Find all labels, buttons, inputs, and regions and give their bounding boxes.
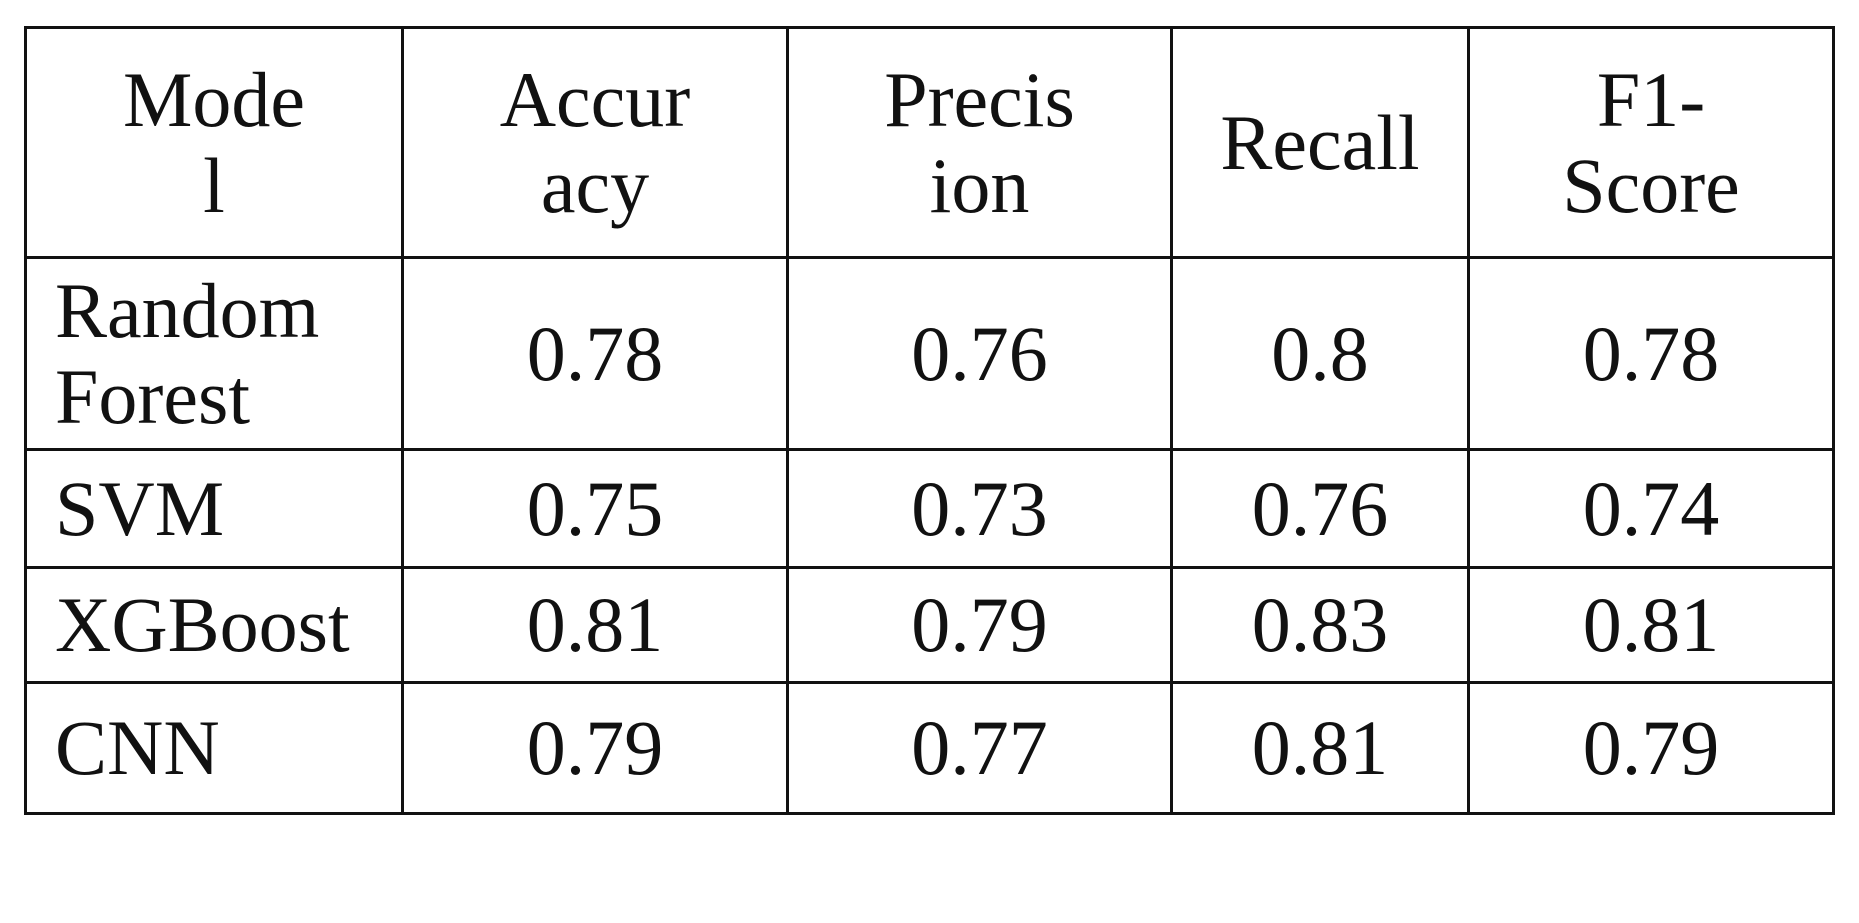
cell-text: Recall	[1220, 98, 1420, 186]
cell-text: 0.76	[911, 309, 1048, 397]
column-header: Accuracy	[401, 26, 789, 259]
column-header: Precision	[786, 26, 1173, 259]
cell-text: 0.79	[526, 704, 664, 792]
row-label: XGBoost	[24, 566, 404, 684]
cell-text: 0.83	[1251, 581, 1389, 669]
cell: 0.73	[786, 448, 1173, 569]
cell-text: 0.77	[911, 704, 1048, 792]
cell-text: 0.8	[1271, 309, 1369, 397]
metrics-table: Model Accuracy Precision Recall F1-Score Ran…	[24, 26, 1835, 815]
cell: 0.83	[1170, 566, 1470, 684]
header-row: Model Accuracy Precision Recall F1-Score	[24, 26, 1835, 259]
cell-text: 0.74	[1582, 464, 1720, 552]
cell: 0.78	[401, 256, 789, 451]
cell: 0.76	[786, 256, 1173, 451]
cell-text: 0.78	[1582, 309, 1720, 397]
cell: 0.79	[401, 681, 789, 815]
cell: 0.75	[401, 448, 789, 569]
cell-text: SVM	[55, 464, 225, 552]
cell: 0.8	[1170, 256, 1470, 451]
row-label: SVM	[24, 448, 404, 569]
column-header: F1-Score	[1467, 26, 1835, 259]
cell-text: Model	[123, 55, 305, 229]
cell-text: F1-Score	[1562, 55, 1740, 229]
cell-text: 0.78	[526, 309, 664, 397]
cell-text: CNN	[55, 704, 220, 792]
cell-text: 0.81	[1251, 704, 1389, 792]
column-header: Recall	[1170, 26, 1470, 259]
cell-text: 0.75	[526, 464, 664, 552]
table-row: XGBoost 0.81 0.79 0.83 0.81	[24, 566, 1835, 684]
cell-text: Random Forest	[55, 266, 320, 440]
row-label: Random Forest	[24, 256, 404, 451]
cell-text: Accuracy	[499, 55, 691, 229]
cell-text: 0.81	[526, 581, 664, 669]
table-row: SVM 0.75 0.73 0.76 0.74	[24, 448, 1835, 569]
cell-text: 0.79	[1582, 704, 1720, 792]
cell-text: 0.81	[1582, 581, 1720, 669]
cell: 0.78	[1467, 256, 1835, 451]
cell-text: Precision	[884, 55, 1075, 229]
cell-text: 0.73	[911, 464, 1048, 552]
cell: 0.81	[1467, 566, 1835, 684]
cell: 0.79	[1467, 681, 1835, 815]
table-row: Random Forest 0.78 0.76 0.8 0.78	[24, 256, 1835, 451]
cell-text: XGBoost	[55, 581, 350, 669]
table-row: CNN 0.79 0.77 0.81 0.79	[24, 681, 1835, 815]
table-body: Random Forest 0.78 0.76 0.8 0.78 SVM 0.75 0.73 0…	[24, 256, 1835, 815]
cell: 0.74	[1467, 448, 1835, 569]
cell: 0.79	[786, 566, 1173, 684]
row-label: CNN	[24, 681, 404, 815]
cell-text: 0.79	[911, 581, 1048, 669]
cell: 0.77	[786, 681, 1173, 815]
column-header: Model	[24, 26, 404, 259]
cell: 0.81	[401, 566, 789, 684]
cell-text: 0.76	[1251, 464, 1389, 552]
cell: 0.76	[1170, 448, 1470, 569]
cell: 0.81	[1170, 681, 1470, 815]
